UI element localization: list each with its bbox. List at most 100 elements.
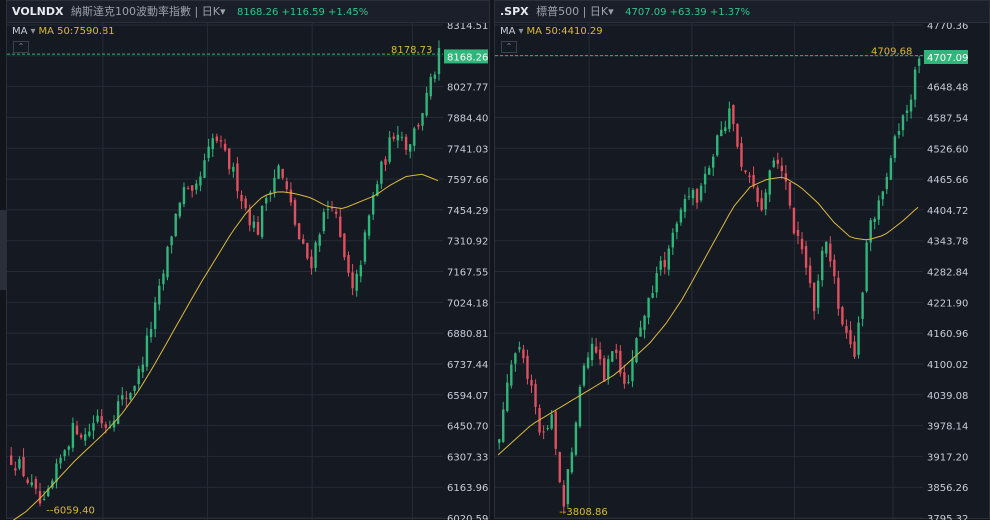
- candle-body: [339, 216, 342, 237]
- y-tick-label: 3856.26: [927, 483, 968, 494]
- collapse-icon[interactable]: ⌃: [13, 41, 29, 53]
- candle-body: [788, 182, 792, 206]
- candle-body: [611, 351, 614, 362]
- candle-body: [297, 223, 301, 240]
- candle-body: [88, 431, 91, 436]
- candle-body: [10, 455, 13, 465]
- candle-body: [586, 357, 590, 368]
- candle-body: [607, 359, 610, 380]
- candle-body: [740, 143, 743, 167]
- candle-body: [728, 108, 731, 129]
- candle-body: [917, 58, 921, 66]
- y-tick-label: 7884.40: [447, 113, 488, 124]
- chevron-down-icon[interactable]: ▾: [219, 5, 226, 18]
- candle-body: [901, 115, 905, 131]
- candle-body: [784, 173, 788, 182]
- candle-body: [392, 136, 395, 139]
- candle-body: [780, 165, 784, 172]
- candle-body: [598, 349, 602, 360]
- caret-down-icon[interactable]: ▾: [30, 26, 36, 37]
- indicator-selector[interactable]: MA: [500, 26, 516, 37]
- candle-body: [153, 302, 157, 329]
- y-tick-label: 8314.51: [447, 23, 488, 32]
- candle-body: [732, 105, 735, 125]
- candle-body: [277, 165, 280, 179]
- candle-body: [687, 196, 691, 198]
- candle-body: [47, 488, 50, 497]
- candle-body: [699, 185, 703, 201]
- candle-body: [707, 168, 711, 175]
- candle-body: [744, 170, 747, 172]
- candlestick-chart-spx[interactable]: 4770.36 4648.48 4587.54 4526.60 4465.66 4404.…: [495, 23, 990, 520]
- candle-body: [554, 411, 557, 449]
- y-tick-label: 4404.72: [927, 206, 968, 217]
- candlestick-chart-volndx[interactable]: 8314.51 8027.77 7884.40 7741.03 7597.66 7454.…: [7, 23, 491, 520]
- candle-body: [228, 148, 231, 170]
- candle-body: [34, 479, 38, 489]
- y-tick-label: 3795.32: [927, 514, 968, 520]
- candle-body: [215, 136, 219, 142]
- candle-body: [816, 280, 820, 308]
- y-tick-label: 4100.02: [927, 360, 968, 371]
- candle-body: [748, 175, 751, 178]
- y-tick-label: 7597.66: [447, 175, 488, 186]
- y-tick-label: 7024.18: [447, 298, 488, 309]
- candle-body: [30, 482, 33, 486]
- candle-body: [913, 69, 917, 100]
- candle-body: [792, 207, 796, 234]
- candle-body: [655, 273, 658, 293]
- candle-body: [550, 414, 553, 429]
- moving-average-line: [497, 176, 919, 456]
- candle-body: [825, 241, 828, 254]
- candle-body: [502, 409, 505, 442]
- timeframe-dropdown[interactable]: 日K: [201, 5, 220, 18]
- ma-readout: MA 50:7590.81: [38, 26, 115, 37]
- last-price-label: 4707.09: [927, 53, 968, 64]
- collapse-icon[interactable]: ⌃: [501, 41, 517, 53]
- caret-down-icon[interactable]: ▾: [518, 26, 524, 37]
- candle-body: [764, 192, 767, 210]
- candle-body: [384, 159, 387, 165]
- candle-body: [833, 259, 836, 277]
- candle-body: [207, 146, 210, 158]
- left-edge-tab[interactable]: [0, 210, 6, 290]
- low-price-label: --3808.86: [559, 507, 608, 518]
- moving-average-line: [12, 173, 439, 520]
- candle-body: [178, 202, 182, 217]
- candle-body: [190, 185, 194, 191]
- y-tick-label: 8027.77: [447, 83, 488, 94]
- candle-body: [219, 140, 223, 142]
- y-tick-label: 6880.81: [447, 329, 488, 340]
- candle-body: [59, 457, 62, 464]
- candle-body: [546, 428, 549, 430]
- candle-body: [351, 272, 354, 289]
- candle-body: [643, 315, 646, 330]
- symbol-label[interactable]: VOLNDX: [12, 5, 64, 18]
- candle-body: [841, 307, 844, 325]
- indicator-selector[interactable]: MA: [12, 26, 28, 37]
- y-tick-label: 4221.90: [927, 298, 968, 309]
- candle-body: [240, 194, 243, 202]
- candle-body: [703, 173, 707, 185]
- y-tick-label: 4465.66: [927, 175, 968, 186]
- candle-body: [808, 265, 812, 284]
- timeframe-dropdown[interactable]: 日K: [589, 5, 609, 18]
- candle-body: [857, 322, 860, 355]
- candle-body: [804, 246, 808, 268]
- candle-body: [683, 199, 687, 212]
- chevron-down-icon[interactable]: ▾: [608, 5, 614, 18]
- candle-body: [343, 233, 346, 258]
- candle-body: [79, 434, 83, 438]
- candle-body: [651, 293, 654, 298]
- instrument-name: 納斯達克100波動率指數: [71, 5, 191, 18]
- candle-body: [716, 135, 719, 156]
- candle-body: [289, 189, 293, 203]
- chart-header: VOLNDX 納斯達克100波動率指數 | 日K▾ 8168.26 +116.5…: [7, 1, 489, 23]
- symbol-label[interactable]: .SPX: [500, 5, 529, 18]
- y-tick-label: 4770.36: [927, 23, 968, 32]
- y-tick-label: 7310.92: [447, 237, 488, 248]
- candle-body: [104, 424, 108, 428]
- candle-body: [306, 242, 309, 259]
- y-tick-label: 6737.44: [447, 360, 488, 371]
- indicator-row: MA ▾ MA 50:7590.81: [7, 25, 115, 39]
